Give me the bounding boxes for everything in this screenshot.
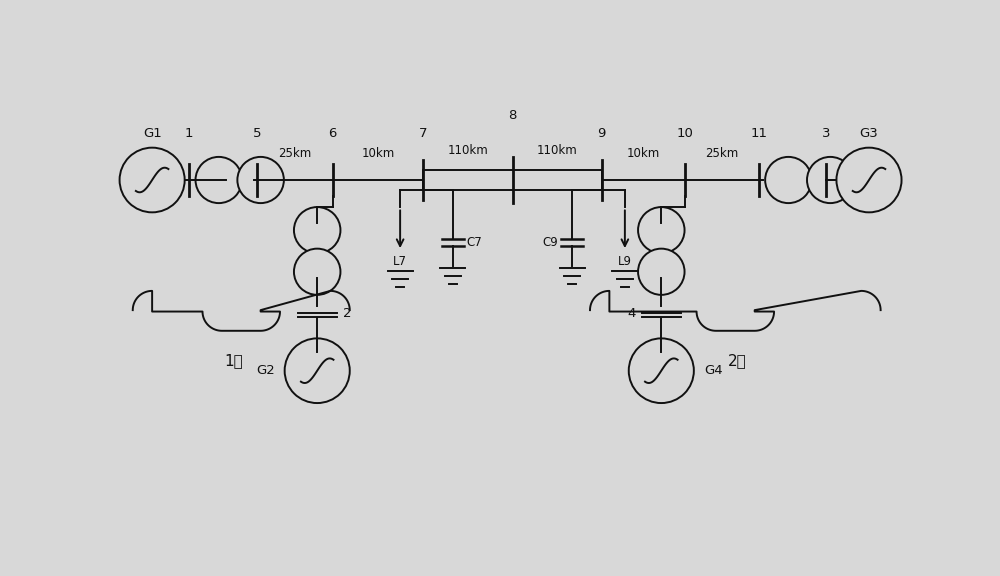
- Text: 6: 6: [329, 127, 337, 140]
- Ellipse shape: [638, 207, 685, 253]
- Ellipse shape: [285, 338, 350, 403]
- Text: C7: C7: [467, 236, 483, 249]
- Text: G4: G4: [704, 364, 723, 377]
- Text: 25km: 25km: [278, 147, 311, 160]
- Ellipse shape: [765, 157, 812, 203]
- Text: 3: 3: [822, 127, 831, 140]
- Text: G1: G1: [143, 127, 162, 140]
- Text: 25km: 25km: [705, 147, 738, 160]
- Text: 9: 9: [597, 127, 606, 140]
- Text: 4: 4: [627, 308, 636, 320]
- Ellipse shape: [237, 157, 284, 203]
- Ellipse shape: [638, 249, 685, 295]
- Text: C9: C9: [542, 236, 558, 249]
- Text: L7: L7: [393, 255, 407, 268]
- Text: G3: G3: [860, 127, 878, 140]
- Ellipse shape: [629, 338, 694, 403]
- Text: 11: 11: [750, 127, 767, 140]
- Text: 5: 5: [252, 127, 261, 140]
- Text: 10km: 10km: [361, 147, 395, 160]
- Text: 8: 8: [508, 109, 517, 122]
- Text: 10km: 10km: [626, 147, 660, 160]
- Text: 1: 1: [184, 127, 193, 140]
- Ellipse shape: [836, 147, 902, 213]
- Text: 2: 2: [343, 308, 351, 320]
- Text: 10: 10: [676, 127, 693, 140]
- Text: 110km: 110km: [448, 144, 488, 157]
- Text: 7: 7: [419, 127, 428, 140]
- Text: 110km: 110km: [537, 144, 577, 157]
- Ellipse shape: [807, 157, 854, 203]
- Ellipse shape: [294, 207, 340, 253]
- Text: 2区: 2区: [728, 353, 747, 368]
- Text: L9: L9: [618, 255, 632, 268]
- Ellipse shape: [196, 157, 242, 203]
- Text: 1区: 1区: [224, 353, 243, 368]
- Ellipse shape: [294, 249, 340, 295]
- Ellipse shape: [120, 147, 185, 213]
- Text: G2: G2: [256, 364, 275, 377]
